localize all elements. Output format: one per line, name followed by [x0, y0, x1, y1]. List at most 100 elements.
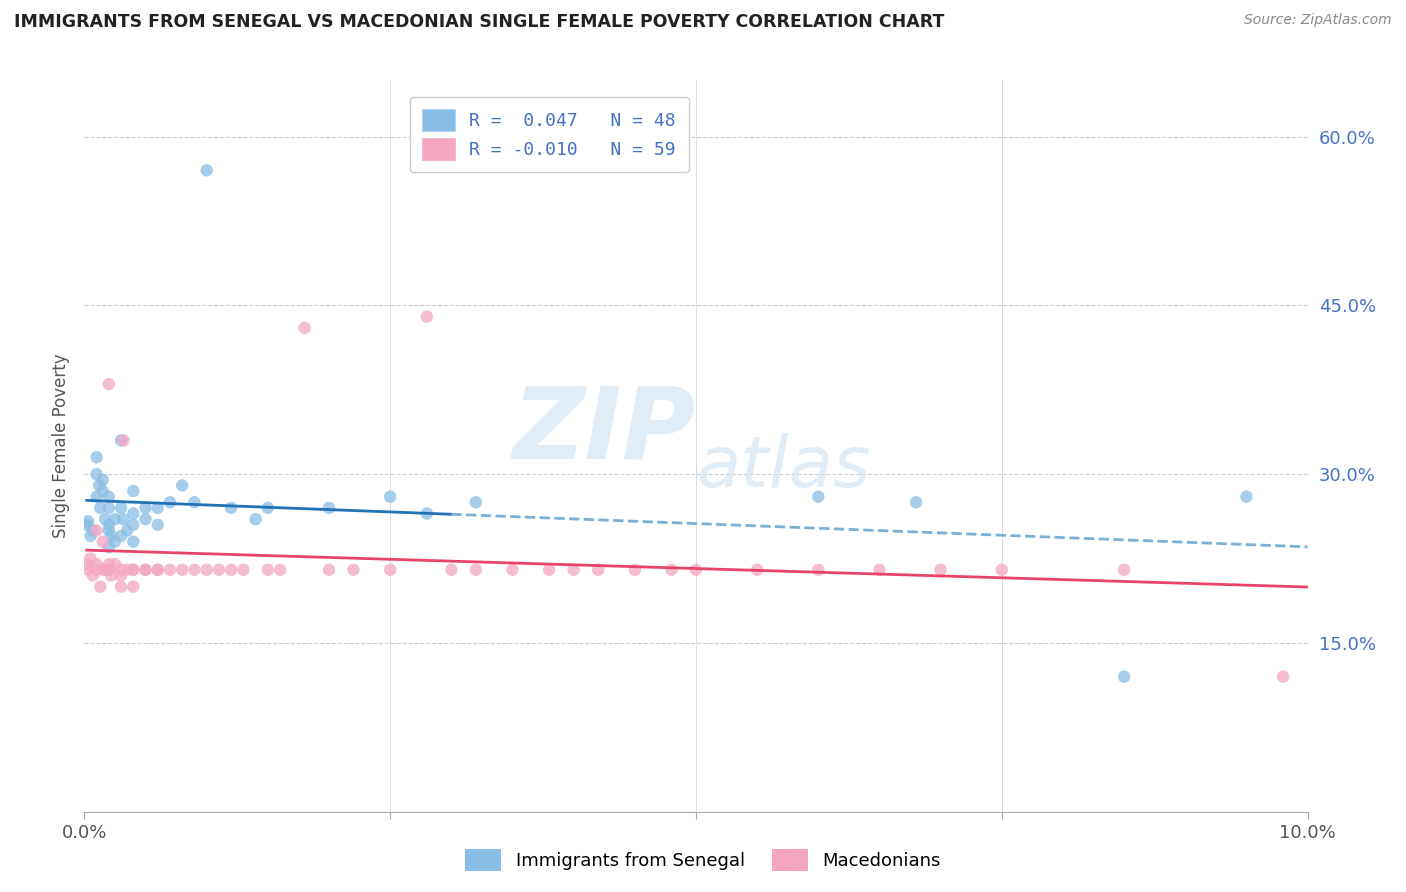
Point — [94, 512, 117, 526]
Point — [97, 541, 120, 555]
Point — [91, 563, 114, 577]
Point — [195, 563, 218, 577]
Point — [110, 568, 132, 582]
Point — [97, 563, 120, 577]
Point — [807, 490, 830, 504]
Point — [110, 500, 132, 515]
Point — [86, 490, 108, 504]
Point — [89, 580, 111, 594]
Point — [257, 500, 280, 515]
Point — [110, 563, 132, 577]
Point — [380, 563, 402, 577]
Point — [991, 563, 1014, 577]
Point — [195, 163, 218, 178]
Point — [100, 568, 122, 582]
Point — [135, 563, 157, 577]
Point — [115, 524, 138, 538]
Point — [86, 557, 108, 571]
Point — [1272, 670, 1295, 684]
Point — [104, 534, 127, 549]
Point — [159, 495, 181, 509]
Point — [219, 500, 242, 515]
Point — [624, 563, 647, 577]
Y-axis label: Single Female Poverty: Single Female Poverty — [52, 354, 70, 538]
Point — [87, 478, 110, 492]
Point — [294, 321, 316, 335]
Point — [685, 563, 707, 577]
Point — [146, 500, 169, 515]
Point — [586, 563, 609, 577]
Point — [115, 563, 138, 577]
Point — [86, 450, 108, 465]
Point — [1114, 563, 1136, 577]
Point — [538, 563, 561, 577]
Point — [929, 563, 952, 577]
Point — [122, 580, 145, 594]
Point — [86, 467, 108, 482]
Point — [122, 507, 145, 521]
Point — [91, 534, 114, 549]
Point — [91, 483, 114, 498]
Point — [416, 507, 439, 521]
Legend: R =  0.047   N = 48, R = -0.010   N = 59: R = 0.047 N = 48, R = -0.010 N = 59 — [409, 96, 689, 172]
Point — [1114, 670, 1136, 684]
Point — [97, 517, 120, 532]
Point — [86, 524, 108, 538]
Point — [905, 495, 928, 509]
Point — [76, 517, 98, 532]
Point — [232, 563, 254, 577]
Point — [100, 529, 122, 543]
Point — [208, 563, 231, 577]
Point — [89, 500, 111, 515]
Point — [135, 563, 157, 577]
Text: Source: ZipAtlas.com: Source: ZipAtlas.com — [1244, 13, 1392, 28]
Point — [135, 500, 157, 515]
Point — [97, 524, 120, 538]
Point — [122, 517, 145, 532]
Point — [172, 563, 194, 577]
Point — [122, 534, 145, 549]
Point — [416, 310, 439, 324]
Point — [183, 495, 205, 509]
Point — [146, 563, 169, 577]
Text: atlas: atlas — [696, 434, 870, 502]
Point — [82, 568, 104, 582]
Point — [219, 563, 242, 577]
Point — [86, 563, 108, 577]
Point — [91, 473, 114, 487]
Point — [104, 512, 127, 526]
Point — [807, 563, 830, 577]
Point — [318, 563, 340, 577]
Point — [76, 557, 98, 571]
Point — [97, 557, 120, 571]
Point — [97, 563, 120, 577]
Point — [502, 563, 524, 577]
Point — [183, 563, 205, 577]
Point — [97, 377, 120, 392]
Point — [172, 478, 194, 492]
Point — [122, 563, 145, 577]
Point — [110, 580, 132, 594]
Point — [146, 517, 169, 532]
Point — [77, 563, 100, 577]
Point — [77, 515, 100, 529]
Point — [318, 500, 340, 515]
Point — [342, 563, 364, 577]
Point — [146, 563, 169, 577]
Point — [1236, 490, 1258, 504]
Point — [869, 563, 891, 577]
Point — [159, 563, 181, 577]
Point — [79, 529, 101, 543]
Text: ZIP: ZIP — [513, 383, 696, 480]
Point — [135, 512, 157, 526]
Point — [97, 490, 120, 504]
Text: IMMIGRANTS FROM SENEGAL VS MACEDONIAN SINGLE FEMALE POVERTY CORRELATION CHART: IMMIGRANTS FROM SENEGAL VS MACEDONIAN SI… — [14, 13, 945, 31]
Point — [122, 483, 145, 498]
Point — [97, 500, 120, 515]
Point — [464, 563, 486, 577]
Point — [82, 524, 104, 538]
Point — [112, 434, 135, 448]
Point — [661, 563, 683, 577]
Point — [79, 551, 101, 566]
Point — [122, 563, 145, 577]
